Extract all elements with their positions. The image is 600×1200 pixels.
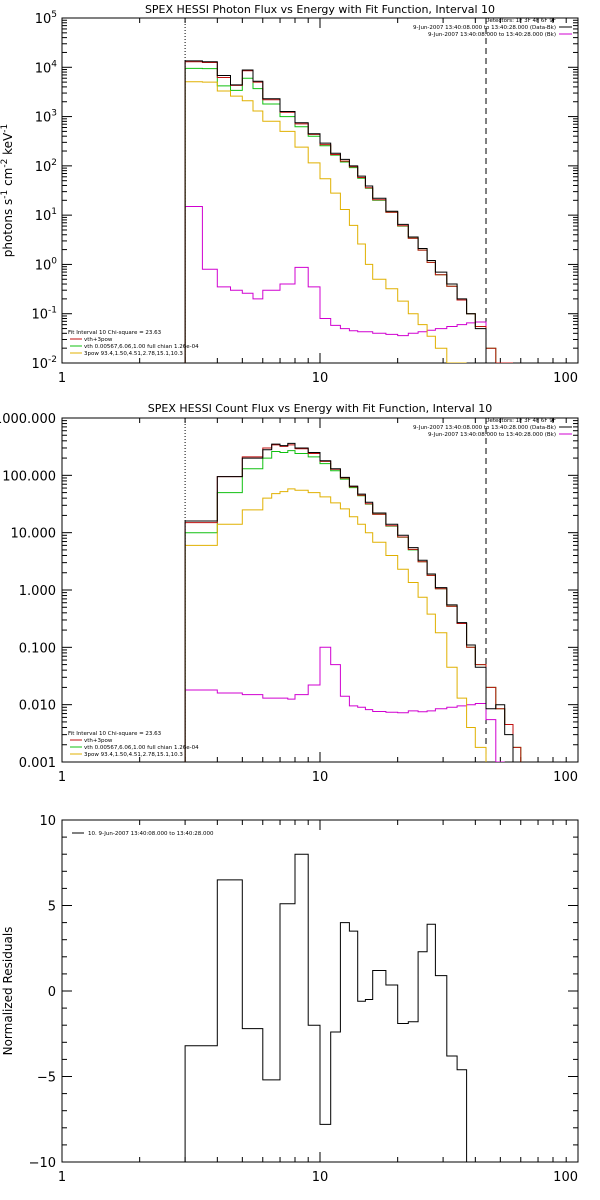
series-3pow-line (184, 488, 487, 762)
y-axis-label-exponent: -2 (0, 159, 10, 168)
y-tick-label: −10 (29, 1156, 56, 1171)
y-tick-label: 1000.000 (0, 412, 56, 427)
y-tick-base: 10 (35, 111, 52, 126)
legend-entry: 9-Jun-2007 13:40:08.000 to 13:40:28.000 … (428, 32, 556, 38)
legend-entry: Fit Interval 10 Chi-square = 23.63 (68, 731, 162, 737)
series-vth-line (184, 450, 522, 762)
x-tick-label: 100 (553, 371, 578, 386)
plot-frame (61, 417, 579, 763)
y-tick-exponent: 0 (51, 256, 57, 266)
y-tick-base: 10 (35, 258, 52, 273)
y-tick-base: 10 (35, 160, 52, 175)
y-axis-label-part: photons s (1, 199, 15, 258)
y-tick-label: 0.001 (19, 756, 56, 771)
legend-entry: 3pow 93.4,1.50,4.51,2.78,15.1,10.3 (84, 351, 183, 357)
series-vth-3pow-line (184, 61, 513, 363)
x-tick-label: 10 (312, 770, 329, 785)
y-tick-exponent: 1 (51, 207, 57, 217)
legend-entry: 9-Jun-2007 13:40:08.000 to 13:40:28.000 … (428, 432, 556, 438)
y-tick-base: 10 (35, 61, 52, 76)
y-tick-label: 100.000 (2, 469, 56, 484)
series-group (184, 60, 513, 363)
series-group (184, 853, 468, 1162)
series-data-bk-line (184, 442, 521, 762)
legend-entry: 3pow 93.4,1.50,4.51,2.78,15.1,10.3 (84, 752, 183, 758)
panel-2: SPEX HESSI Count Flux vs Energy with Fit… (0, 402, 579, 785)
y-tick-exponent: 3 (51, 109, 57, 119)
y-axis-label-part: keV (1, 132, 15, 159)
y-axis-label-exponent: -1 (0, 190, 10, 199)
x-tick-label: 10 (312, 371, 329, 386)
legend-entry: 10. 9-Jun-2007 13:40:08.000 to 13:40:28.… (88, 831, 214, 837)
y-tick-label: −5 (37, 1071, 56, 1086)
y-tick-exponent: 5 (51, 10, 57, 20)
x-tick-label: 1 (58, 1170, 66, 1185)
x-tick-label: 1 (58, 371, 66, 386)
series-bk-line (184, 206, 496, 363)
y-axis-label: photons s-1 cm-2 keV-1 (0, 124, 15, 258)
y-tick-label: 10 (39, 814, 56, 829)
y-tick-base: 10 (35, 12, 52, 27)
panel-1: SPEX HESSI Photon Flux vs Energy with Fi… (0, 3, 579, 386)
y-axis-label-exponent: -1 (0, 124, 10, 133)
legend-entry: Detectors: 1F 3F 4F 6F 9F (485, 418, 556, 424)
y-tick-label: 105 (35, 10, 57, 27)
series-residuals-line (184, 853, 468, 1162)
x-tick-label: 1 (58, 770, 66, 785)
chart-title: SPEX HESSI Count Flux vs Energy with Fit… (148, 402, 492, 415)
x-tick-label: 10 (312, 1170, 329, 1185)
y-axis-label-part: cm (1, 168, 15, 190)
y-tick-label: 101 (35, 207, 57, 224)
y-tick-exponent: -1 (48, 306, 57, 316)
y-tick-label: 0.100 (19, 641, 56, 656)
y-tick-label: 10-1 (31, 306, 57, 323)
legend-entry: vth 0.00567,6.06,1.00 full chian 1.26e-0… (84, 745, 199, 751)
y-axis-label: Normalized Residuals (1, 927, 15, 1056)
y-tick-base: 10 (35, 209, 52, 224)
series-bk-line (184, 646, 505, 762)
y-tick-label: 102 (35, 158, 57, 175)
chart-title: SPEX HESSI Photon Flux vs Energy with Fi… (145, 3, 495, 16)
x-tick-label: 100 (553, 1170, 578, 1185)
legend-entry: 9-Jun-2007 13:40:08.000 to 13:40:28.000 … (413, 425, 556, 431)
legend-entry: vth+3pow (84, 337, 113, 343)
legend-entry: vth+3pow (84, 738, 113, 744)
y-tick-label: 104 (35, 59, 58, 76)
y-tick-exponent: -2 (48, 355, 57, 365)
legend-entry: 9-Jun-2007 13:40:08.000 to 13:40:28.000 … (413, 25, 556, 31)
legend-entry: Fit Interval 10 Chi-square = 23.63 (68, 330, 162, 336)
series-data-bk-line (184, 60, 496, 363)
x-tick-label: 100 (553, 770, 578, 785)
y-tick-label: 103 (35, 109, 57, 126)
y-tick-base: 10 (31, 357, 48, 372)
y-tick-exponent: 2 (51, 158, 57, 168)
y-tick-exponent: 4 (51, 59, 57, 69)
y-tick-label: 10-2 (31, 355, 57, 372)
y-tick-base: 10 (31, 308, 48, 323)
y-tick-label: 0.010 (19, 699, 56, 714)
series-group (184, 442, 522, 762)
y-tick-label: 1.000 (19, 584, 56, 599)
y-tick-label: 0 (48, 985, 56, 1000)
y-tick-label: 10.000 (11, 527, 57, 542)
y-tick-label: 100 (35, 256, 58, 273)
legend-entry: Detectors: 1F 3F 4F 6F 9F (485, 18, 556, 24)
y-tick-label: 5 (48, 900, 56, 915)
legend-entry: vth 0.00567,6.06,1.00 full chian 1.26e-0… (84, 344, 199, 350)
panel-3: 1 10 100 −10 −5 0 5 10 Normalized Residuals 10. 9… (1, 814, 579, 1185)
series-3pow-line (184, 81, 467, 363)
